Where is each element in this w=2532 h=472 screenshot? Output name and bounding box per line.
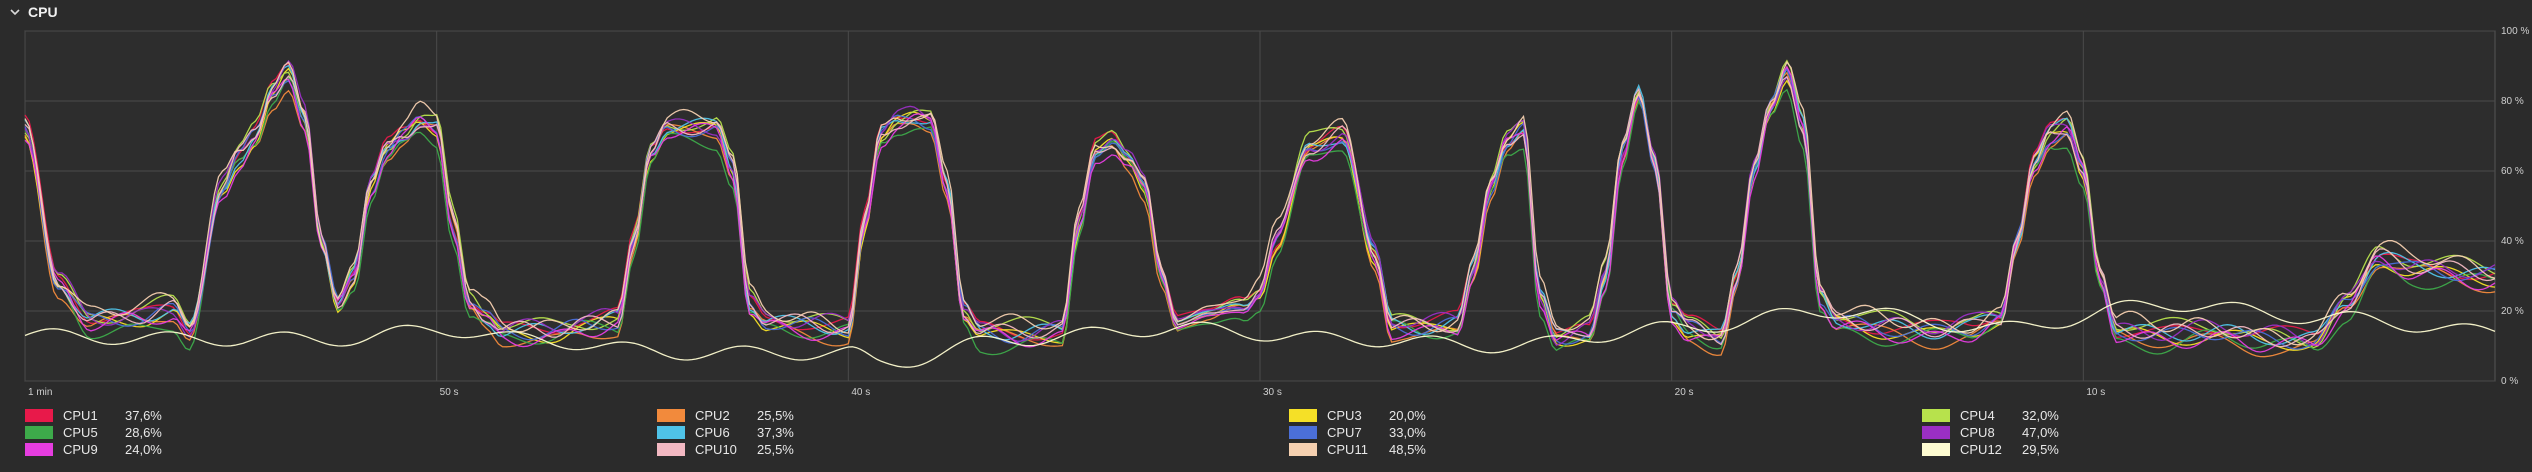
legend-swatch [1922, 409, 1950, 422]
legend-label: CPU12 [1960, 442, 2002, 457]
legend-swatch [25, 409, 53, 422]
legend-item-cpu5[interactable]: CPU5 28,6% [25, 424, 185, 441]
x-tick-label: 1 min [28, 387, 52, 398]
legend-swatch [657, 443, 685, 456]
legend-swatch [25, 443, 53, 456]
legend-value: 48,5% [1389, 442, 1426, 457]
legend-label: CPU5 [63, 425, 98, 440]
legend-label: CPU7 [1327, 425, 1362, 440]
section-title: CPU [28, 4, 58, 20]
y-tick-label: 80 % [2501, 96, 2524, 107]
legend-item-cpu3[interactable]: CPU3 20,0% [1289, 407, 1449, 424]
legend-label: CPU2 [695, 408, 730, 423]
series-line-cpu5 [24, 76, 2496, 356]
y-tick-label: 40 % [2501, 236, 2524, 247]
x-tick-label: 30 s [1263, 387, 1282, 398]
legend-value: 28,6% [125, 425, 162, 440]
legend-item-cpu12[interactable]: CPU12 29,5% [1922, 441, 2082, 458]
legend-label: CPU6 [695, 425, 730, 440]
legend-item-cpu4[interactable]: CPU4 32,0% [1922, 407, 2082, 424]
legend-label: CPU8 [1960, 425, 1995, 440]
legend-value: 47,0% [2022, 425, 2059, 440]
x-tick-label: 10 s [2086, 387, 2105, 398]
legend-label: CPU9 [63, 442, 98, 457]
series-line-cpu9 [24, 65, 2496, 353]
legend-item-cpu10[interactable]: CPU10 25,5% [657, 441, 817, 458]
legend-label: CPU10 [695, 442, 737, 457]
legend-value: 20,0% [1389, 408, 1426, 423]
legend-swatch [657, 426, 685, 439]
legend-value: 37,6% [125, 408, 162, 423]
legend-swatch [1289, 409, 1317, 422]
legend-value: 33,0% [1389, 425, 1426, 440]
legend-value: 24,0% [125, 442, 162, 457]
x-tick-label: 20 s [1675, 387, 1694, 398]
legend-swatch [1922, 426, 1950, 439]
legend-swatch [1922, 443, 1950, 456]
chevron-down-icon[interactable] [4, 1, 26, 23]
y-tick-label: 0 % [2501, 376, 2518, 387]
series-line-cpu10 [24, 75, 2496, 348]
legend-label: CPU1 [63, 408, 98, 423]
y-tick-label: 100 % [2501, 26, 2529, 37]
legend-label: CPU3 [1327, 408, 1362, 423]
legend-item-cpu8[interactable]: CPU8 47,0% [1922, 424, 2082, 441]
legend-value: 32,0% [2022, 408, 2059, 423]
legend-swatch [1289, 426, 1317, 439]
legend-item-cpu9[interactable]: CPU9 24,0% [25, 441, 185, 458]
x-tick-label: 40 s [851, 387, 870, 398]
series-line-cpu11 [24, 60, 2496, 346]
x-tick-label: 50 s [440, 387, 459, 398]
y-tick-label: 20 % [2501, 306, 2524, 317]
cpu-usage-chart: 100 % 80 % 60 % 40 % 20 % 0 % 1 min 50 s 40 s 30 … [24, 26, 2529, 398]
y-tick-label: 60 % [2501, 166, 2524, 177]
series-line-cpu12 [24, 299, 2496, 368]
legend-swatch [1289, 443, 1317, 456]
legend-value: 25,5% [757, 408, 794, 423]
legend-value: 37,3% [757, 425, 794, 440]
legend-value: 25,5% [757, 442, 794, 457]
legend-item-cpu7[interactable]: CPU7 33,0% [1289, 424, 1449, 441]
legend-item-cpu6[interactable]: CPU6 37,3% [657, 424, 817, 441]
legend-label: CPU11 [1327, 442, 1368, 457]
cpu-legend: CPU1 37,6% CPU2 25,5% CPU3 20,0% CPU4 32,0% CPU5… [25, 407, 2505, 467]
legend-item-cpu1[interactable]: CPU1 37,6% [25, 407, 185, 424]
legend-swatch [25, 426, 53, 439]
cpu-section-header[interactable]: CPU [0, 0, 2532, 24]
legend-swatch [657, 409, 685, 422]
legend-item-cpu2[interactable]: CPU2 25,5% [657, 407, 817, 424]
legend-label: CPU4 [1960, 408, 1995, 423]
legend-value: 29,5% [2022, 442, 2059, 457]
legend-item-cpu11[interactable]: CPU11 48,5% [1289, 441, 1449, 458]
